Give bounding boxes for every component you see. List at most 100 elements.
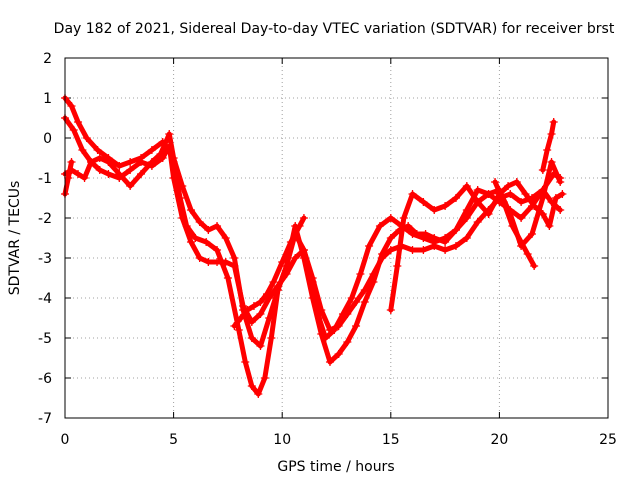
data-point-marker bbox=[441, 238, 450, 246]
data-point-marker bbox=[126, 182, 135, 190]
data-point-marker bbox=[523, 250, 532, 258]
plot-frame bbox=[64, 57, 609, 419]
data-point-marker bbox=[451, 194, 460, 202]
data-point-marker bbox=[412, 230, 421, 238]
data-point-marker bbox=[334, 322, 343, 330]
data-point-marker bbox=[256, 342, 265, 350]
data-point-marker bbox=[360, 298, 369, 306]
data-point-marker bbox=[386, 246, 395, 254]
data-series bbox=[61, 94, 567, 398]
data-point-marker bbox=[347, 294, 356, 302]
data-point-marker bbox=[230, 322, 239, 330]
data-point-marker bbox=[221, 234, 230, 242]
data-point-marker bbox=[137, 158, 146, 166]
data-point-marker bbox=[78, 146, 87, 154]
y-tick-label: -5 bbox=[38, 331, 52, 347]
x-tick-label: 0 bbox=[61, 432, 70, 448]
data-point-marker bbox=[95, 154, 104, 162]
data-point-marker bbox=[547, 130, 556, 138]
data-point-marker bbox=[278, 258, 287, 266]
series-track-h bbox=[538, 118, 558, 174]
data-point-marker bbox=[419, 246, 428, 254]
data-point-marker bbox=[547, 158, 556, 166]
data-point-marker bbox=[506, 190, 515, 198]
data-point-marker bbox=[378, 250, 387, 258]
data-point-marker bbox=[254, 390, 263, 398]
y-tick-label: 1 bbox=[43, 91, 52, 107]
data-point-marker bbox=[260, 374, 269, 382]
data-point-marker bbox=[352, 322, 361, 330]
data-point-marker bbox=[64, 174, 73, 182]
data-point-marker bbox=[462, 234, 471, 242]
data-point-marker bbox=[265, 314, 274, 322]
data-point-marker bbox=[308, 294, 317, 302]
data-point-marker bbox=[93, 146, 102, 154]
data-point-marker bbox=[169, 154, 178, 162]
data-point-marker bbox=[273, 286, 282, 294]
data-point-marker bbox=[178, 182, 187, 190]
data-point-marker bbox=[375, 222, 384, 230]
series-trace bbox=[492, 179, 537, 269]
data-point-marker bbox=[191, 234, 200, 242]
data-point-marker bbox=[291, 254, 300, 262]
y-tick-label: -1 bbox=[38, 171, 52, 187]
data-point-marker bbox=[538, 194, 547, 202]
data-point-marker bbox=[517, 198, 526, 206]
data-point-marker bbox=[558, 190, 567, 198]
y-tick-label: -4 bbox=[38, 291, 52, 307]
data-point-marker bbox=[499, 198, 508, 206]
x-tick-label: 20 bbox=[490, 432, 508, 448]
data-point-marker bbox=[80, 174, 89, 182]
y-tick-label: -7 bbox=[38, 411, 52, 427]
data-point-marker bbox=[247, 334, 256, 342]
data-point-marker bbox=[74, 118, 83, 126]
data-point-marker bbox=[441, 202, 450, 210]
data-point-marker bbox=[230, 254, 239, 262]
data-point-marker bbox=[462, 182, 471, 190]
series-trace bbox=[62, 131, 563, 365]
data-point-marker bbox=[147, 158, 156, 166]
data-point-marker bbox=[325, 326, 334, 334]
data-point-marker bbox=[299, 214, 308, 222]
data-point-marker bbox=[67, 102, 76, 110]
data-point-marker bbox=[178, 214, 187, 222]
data-point-marker bbox=[538, 166, 547, 174]
data-point-marker bbox=[74, 170, 83, 178]
data-point-marker bbox=[473, 186, 482, 194]
data-point-marker bbox=[517, 238, 526, 246]
data-point-marker bbox=[551, 194, 560, 202]
data-point-marker bbox=[491, 178, 500, 186]
x-axis-label: GPS time / hours bbox=[277, 459, 394, 475]
data-point-marker bbox=[484, 210, 493, 218]
data-point-marker bbox=[236, 314, 245, 322]
data-point-marker bbox=[213, 258, 222, 266]
x-tick-label: 10 bbox=[273, 432, 291, 448]
data-point-marker bbox=[269, 278, 278, 286]
y-tick-label: 2 bbox=[43, 51, 52, 67]
data-point-marker bbox=[325, 358, 334, 366]
data-point-marker bbox=[249, 302, 258, 310]
data-point-marker bbox=[221, 258, 230, 266]
data-point-marker bbox=[204, 226, 213, 234]
data-point-marker bbox=[186, 206, 195, 214]
data-point-marker bbox=[393, 262, 402, 270]
x-tick-label: 25 bbox=[599, 432, 617, 448]
data-point-marker bbox=[512, 178, 521, 186]
series-track-e bbox=[491, 178, 539, 270]
series-track-d bbox=[386, 178, 567, 314]
data-point-marker bbox=[334, 350, 343, 358]
data-point-marker bbox=[202, 238, 211, 246]
data-point-marker bbox=[213, 246, 222, 254]
data-point-marker bbox=[462, 206, 471, 214]
data-point-marker bbox=[538, 210, 547, 218]
data-point-marker bbox=[82, 134, 91, 142]
data-point-marker bbox=[504, 182, 513, 190]
data-point-marker bbox=[386, 214, 395, 222]
data-point-marker bbox=[530, 202, 539, 210]
data-point-marker bbox=[241, 358, 250, 366]
data-point-marker bbox=[95, 166, 104, 174]
data-point-marker bbox=[369, 278, 378, 286]
y-tick-label: -2 bbox=[38, 211, 52, 227]
data-point-marker bbox=[343, 338, 352, 346]
